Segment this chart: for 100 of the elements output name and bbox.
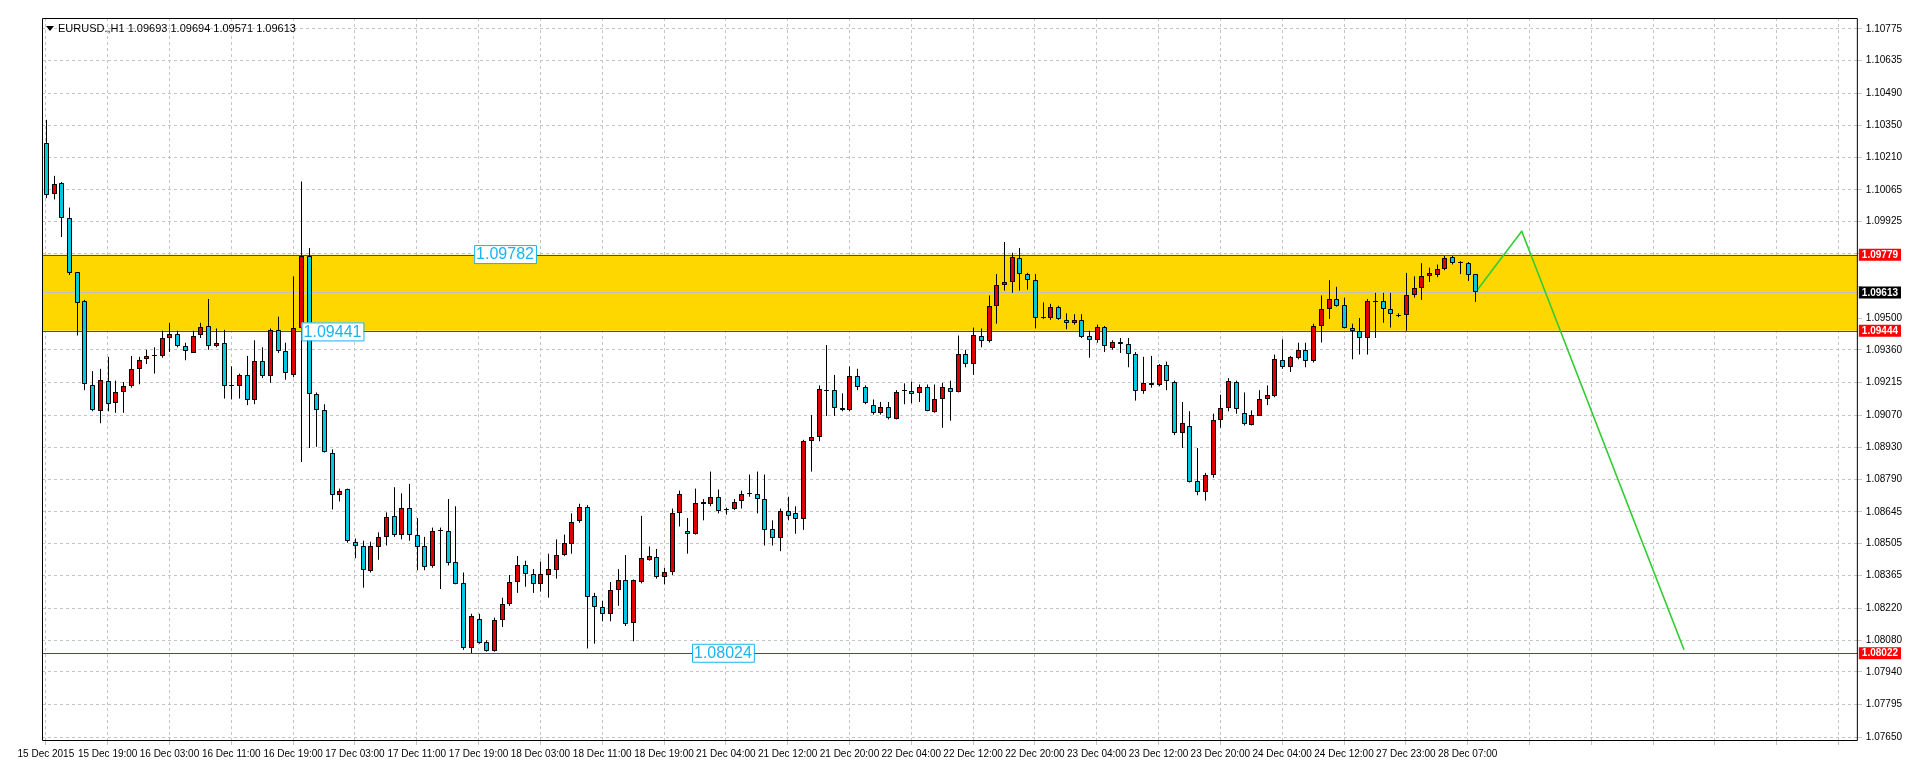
candlestick (1234, 380, 1239, 415)
candlestick (1133, 351, 1138, 402)
candlestick (971, 327, 976, 376)
x-tick-label: 28 Dec 07:00 (1437, 747, 1498, 759)
candlestick (1365, 298, 1370, 356)
candlestick (376, 531, 381, 561)
candlestick (361, 540, 366, 589)
candlestick (1257, 389, 1262, 417)
candlestick (1381, 292, 1386, 324)
y-tick-label: 1.08930 (1865, 441, 1903, 453)
x-tick-label: 17 Dec 19:00 (448, 747, 509, 759)
x-tick-label: 21 Dec 12:00 (757, 747, 818, 759)
annotation: 1.09441 (303, 322, 362, 340)
candlestick (129, 355, 134, 389)
candlestick (1272, 354, 1277, 398)
x-tick-label: 18 Dec 19:00 (634, 747, 695, 759)
candlestick (438, 527, 443, 590)
y-tick-label: 1.10065 (1865, 183, 1903, 195)
candlestick (384, 511, 389, 547)
x-tick-label: 21 Dec 04:00 (696, 747, 757, 759)
x-tick-label: 24 Dec 04:00 (1252, 747, 1313, 759)
candlestick (1473, 273, 1478, 303)
candlestick (1226, 377, 1231, 412)
y-tick-label: 1.09925 (1865, 215, 1903, 227)
candlestick (747, 474, 752, 498)
candlestick (353, 537, 358, 559)
y-tick-label: 1.08080 (1865, 633, 1903, 645)
candlestick (1404, 272, 1409, 332)
candlestick (902, 382, 907, 405)
candlestick (191, 330, 196, 354)
candlestick (1319, 294, 1324, 344)
y-tick-label: 1.09215 (1865, 376, 1903, 388)
x-tick-label: 16 Dec 19:00 (263, 747, 324, 759)
candlestick (1242, 391, 1247, 427)
candlestick (832, 374, 837, 417)
candlestick (716, 488, 721, 514)
candlestick (106, 356, 111, 412)
candlestick (909, 381, 914, 404)
candlestick (52, 175, 57, 200)
candlestick (778, 508, 783, 552)
candlestick (956, 335, 961, 393)
candlestick (368, 541, 373, 573)
candlestick (515, 555, 520, 594)
annotation: 1.08024 (694, 644, 752, 662)
candlestick (160, 330, 165, 359)
candlestick (948, 380, 953, 422)
candlestick (67, 207, 72, 276)
candlestick (507, 574, 512, 607)
candlestick (554, 538, 559, 580)
candlestick (925, 383, 930, 412)
x-tick-label: 23 Dec 20:00 (1190, 747, 1251, 759)
candlestick (577, 503, 582, 524)
candlestick (330, 448, 335, 510)
candlestick (98, 368, 103, 424)
y-tick-label: 1.08220 (1865, 602, 1903, 614)
candlestick (1017, 247, 1022, 292)
x-tick-label: 15 Dec 2015 (17, 747, 75, 759)
candlestick (987, 294, 992, 344)
ref-line-label: 1.09779 (1861, 249, 1899, 261)
candlestick (1041, 301, 1046, 320)
candlestick (863, 384, 868, 405)
candlestick (260, 346, 265, 379)
candlestick (1458, 260, 1463, 275)
x-tick-label: 24 Dec 12:00 (1314, 747, 1375, 759)
candlestick (1419, 262, 1424, 301)
candlestick (167, 322, 172, 353)
candlestick (113, 380, 118, 414)
candlestick (1126, 337, 1131, 368)
candlestick (82, 299, 87, 391)
candlestick (399, 492, 404, 540)
candlestick (229, 365, 234, 400)
candlestick (1265, 384, 1270, 406)
x-tick-label: 23 Dec 04:00 (1066, 747, 1127, 759)
candlestick (430, 527, 435, 569)
x-tick-label: 22 Dec 20:00 (1005, 747, 1066, 759)
candlestick (531, 568, 536, 594)
candlestick (291, 275, 296, 378)
candlestick (708, 471, 713, 507)
candlestick (592, 592, 597, 645)
candlestick (1311, 323, 1316, 363)
candlestick (1079, 313, 1084, 339)
candlestick (762, 474, 767, 547)
candlestick (1002, 241, 1007, 292)
x-tick-label: 22 Dec 04:00 (881, 747, 942, 759)
candlestick (152, 346, 157, 375)
candlestick (670, 508, 675, 576)
candlestick (453, 505, 458, 585)
candlestick (1373, 292, 1378, 339)
candlestick (1087, 330, 1092, 359)
candlestick (786, 496, 791, 521)
x-tick-label: 18 Dec 11:00 (572, 747, 633, 759)
candlestick (469, 613, 474, 654)
candlestick (755, 471, 760, 514)
candlestick (1357, 317, 1362, 356)
candlestick (940, 382, 945, 429)
y-tick-label: 1.10350 (1865, 119, 1903, 131)
candlestick (623, 554, 628, 627)
candlestick (562, 534, 567, 557)
candlestick (1195, 447, 1200, 496)
candlestick (314, 391, 319, 448)
